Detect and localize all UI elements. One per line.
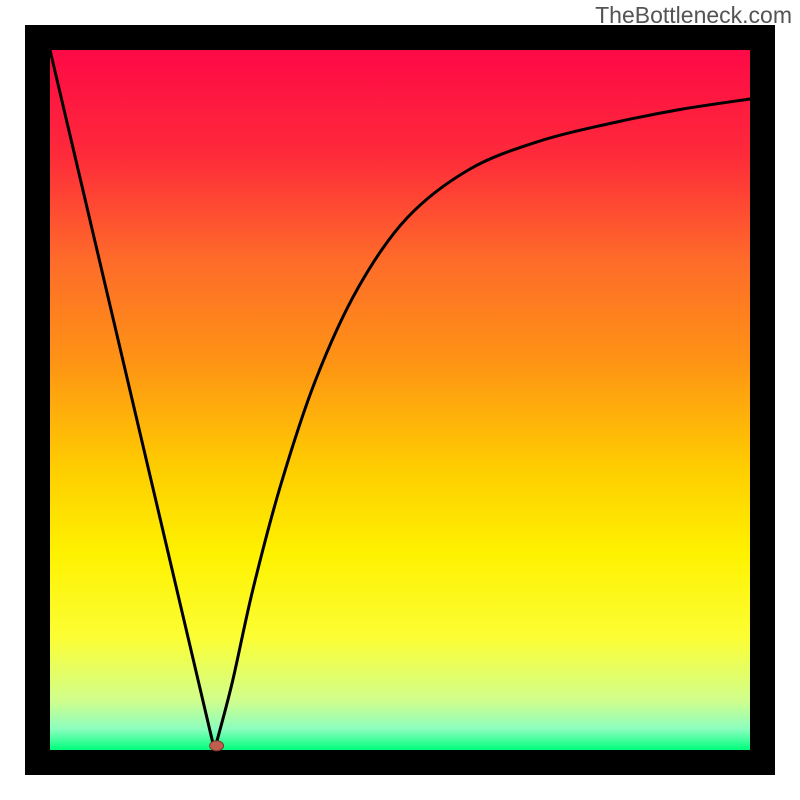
watermark-text: TheBottleneck.com: [595, 2, 792, 29]
gradient-background: [50, 50, 750, 750]
bottleneck-chart: TheBottleneck.com: [0, 0, 800, 800]
optimal-point-marker: [210, 741, 224, 751]
chart-svg: [0, 0, 800, 800]
